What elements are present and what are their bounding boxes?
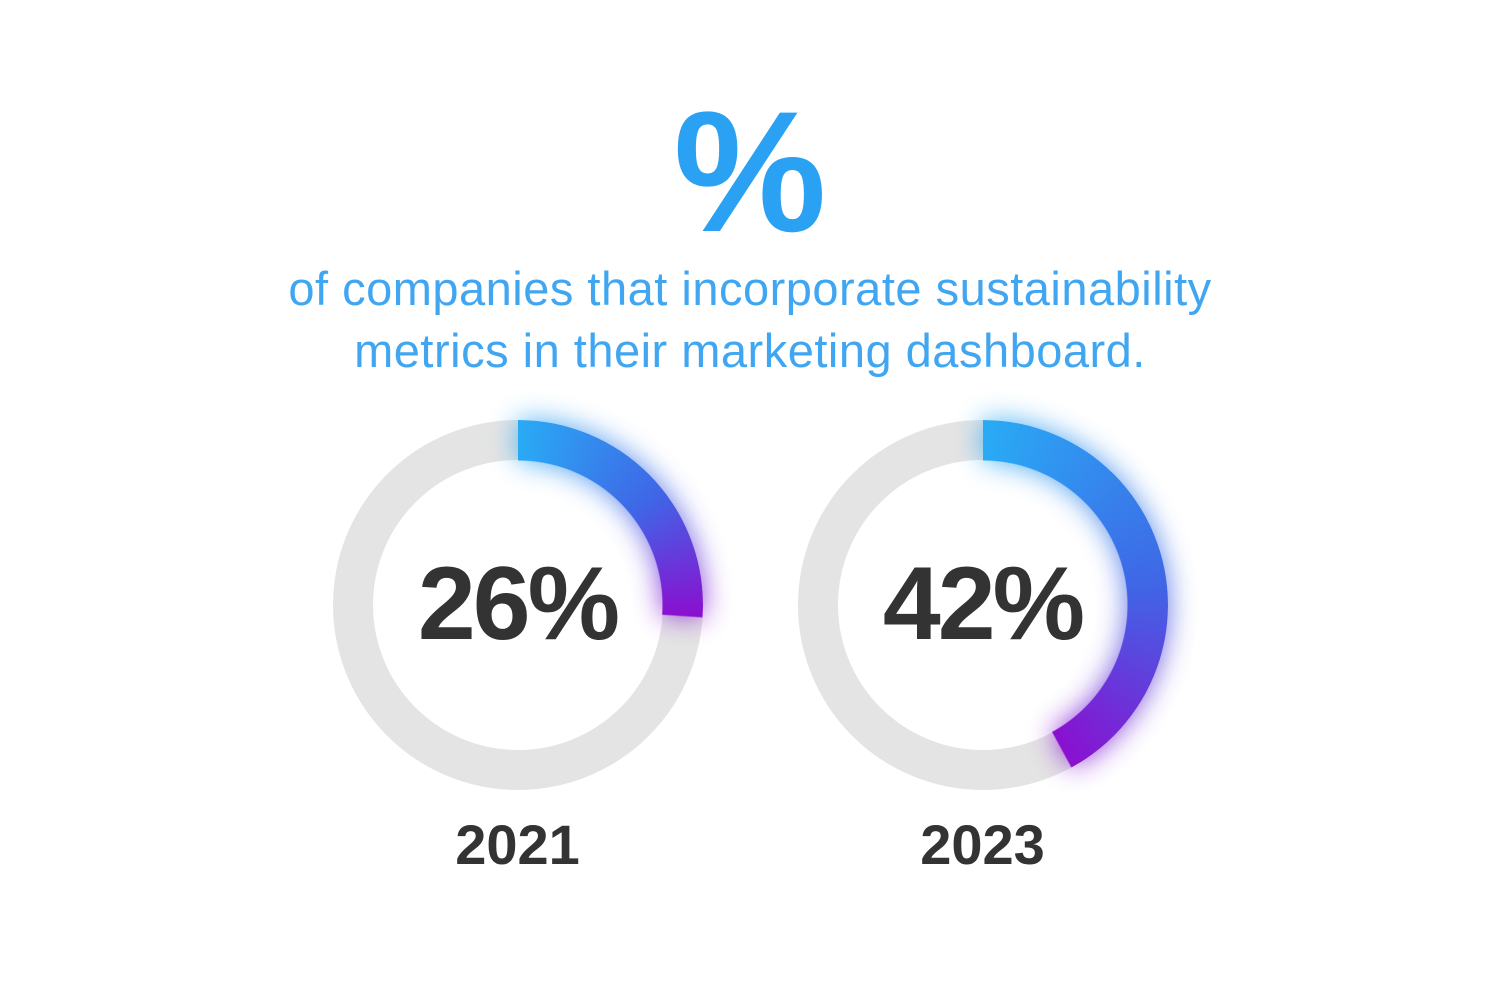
donut-arc — [332, 419, 703, 790]
donut-chart-2021: 26% 2021 — [332, 419, 703, 877]
donut-ring-2023: 42% — [797, 419, 1168, 790]
donut-ring-2021: 26% — [332, 419, 703, 790]
donut-chart-2023: 42% 2023 — [797, 419, 1168, 877]
hero-percent-symbol: % — [673, 76, 827, 268]
year-label-2021: 2021 — [455, 812, 580, 876]
subtitle: of companies that incorporate sustainabi… — [288, 258, 1211, 382]
donut-value-2023: 42% — [882, 546, 1085, 663]
subtitle-line-1: of companies that incorporate sustainabi… — [288, 261, 1212, 315]
donut-value-2021: 26% — [417, 546, 620, 663]
donut-arc — [797, 419, 1168, 790]
year-label-2023: 2023 — [920, 812, 1045, 876]
donut-charts: 26% 2021 42% 2023 — [332, 419, 1168, 877]
subtitle-line-2: metrics in their marketing dashboard. — [354, 323, 1146, 377]
